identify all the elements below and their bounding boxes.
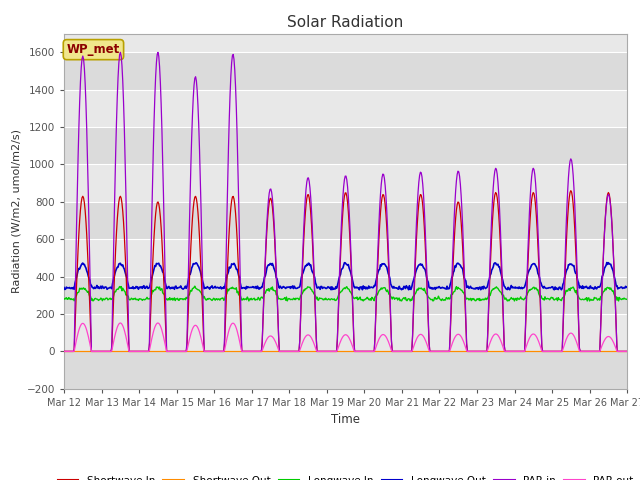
Bar (64, 52, 627, 90)
Title: Solar Radiation: Solar Radiation (287, 15, 404, 30)
Bar (64, 127, 627, 165)
X-axis label: Time: Time (331, 413, 360, 426)
Text: WP_met: WP_met (67, 43, 120, 56)
Bar (64, 351, 627, 389)
Legend: Shortwave In, Shortwave Out, Longwave In, Longwave Out, PAR in, PAR out: Shortwave In, Shortwave Out, Longwave In… (53, 472, 638, 480)
Bar (64, 276, 627, 314)
Y-axis label: Radiation (W/m2, umol/m2/s): Radiation (W/m2, umol/m2/s) (11, 129, 21, 293)
Bar (64, 202, 627, 239)
